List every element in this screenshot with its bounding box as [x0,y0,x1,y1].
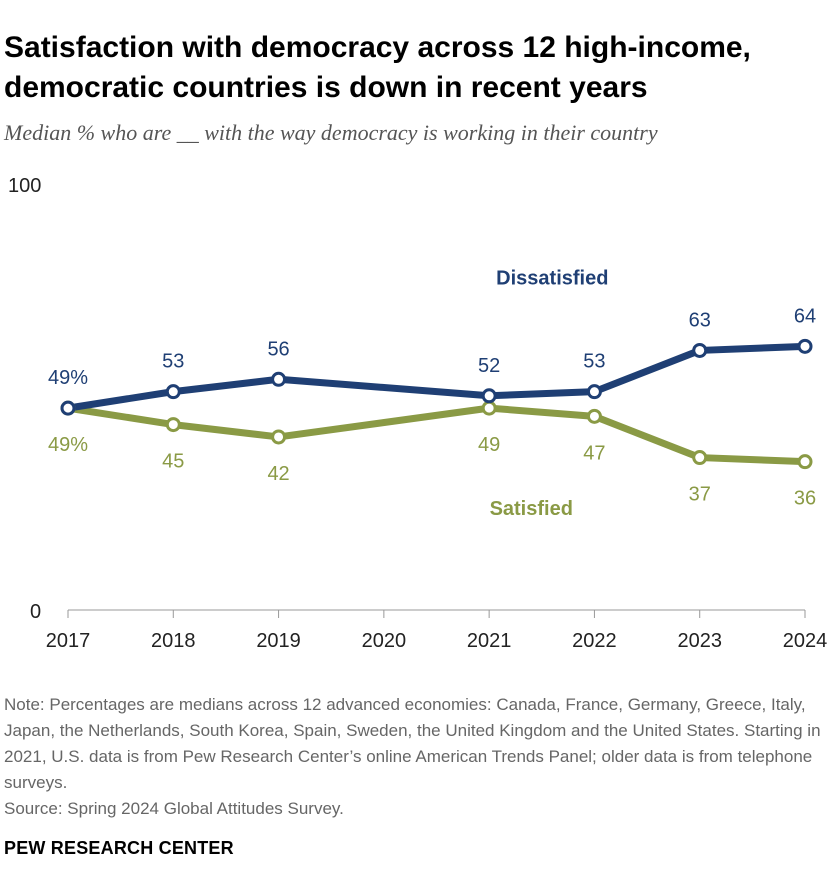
point-satisfied [271,429,287,445]
point-dissatisfied [797,338,813,354]
point-dissatisfied [481,388,497,404]
y-max-label: 100 [8,175,41,197]
data-label-satisfied: 36 [794,488,816,510]
x-tick-label: 2022 [572,630,617,652]
point-satisfied [586,408,602,424]
axes: 2017 2018 2019 2020 2021 2022 2023 2024 100 0 [8,175,827,652]
x-tick-label: 2023 [677,630,722,652]
x-tick-label: 2018 [151,630,196,652]
chart-source: Source: Spring 2024 Global Attitudes Sur… [4,799,344,818]
point-satisfied [165,417,181,433]
x-tick-label: 2021 [467,630,512,652]
series-markers [60,338,813,470]
data-label-satisfied: 37 [689,484,711,506]
x-tick-label: 2024 [783,630,828,652]
chart-title: Satisfaction with democracy across 12 hi… [4,31,751,104]
point-dissatisfied [165,384,181,400]
data-label-dissatisfied: 64 [794,305,816,327]
x-tick-label: 2019 [256,630,301,652]
x-tick-label: 2017 [46,630,91,652]
chart-subtitle: Median % who are __ with the way democra… [4,120,658,145]
data-label-dissatisfied: 52 [478,355,500,377]
y-min-label: 0 [30,601,41,623]
data-label-satisfied: 47 [583,442,605,464]
point-satisfied [692,450,708,466]
point-dissatisfied [692,342,708,358]
point-satisfied [797,454,813,470]
series-name-satisfied: Satisfied [490,498,573,520]
data-label-satisfied: 45 [162,451,184,473]
data-labels: 49% 45 42 49 47 37 36 49% 53 56 52 53 63 64 Dissatisfi… [48,268,816,521]
data-label-dissatisfied: 63 [689,309,711,331]
point-satisfied [481,400,497,416]
x-tick-label: 2020 [362,630,407,652]
data-label-dissatisfied: 53 [583,351,605,373]
chart-note: Note: Percentages are medians across 12 … [4,695,821,792]
org-name: PEW RESEARCH CENTER [4,838,234,858]
point-dissatisfied [60,400,76,416]
data-label-dissatisfied: 49% [48,367,88,389]
data-label-dissatisfied: 53 [162,351,184,373]
data-label-dissatisfied: 56 [267,338,289,360]
line-chart: 2017 2018 2019 2020 2021 2022 2023 2024 100 0 49%… [8,175,827,652]
point-dissatisfied [586,384,602,400]
point-dissatisfied [271,371,287,387]
data-label-satisfied: 49% [48,434,88,456]
data-label-satisfied: 49 [478,434,500,456]
data-label-satisfied: 42 [267,463,289,485]
series-name-dissatisfied: Dissatisfied [496,268,608,290]
